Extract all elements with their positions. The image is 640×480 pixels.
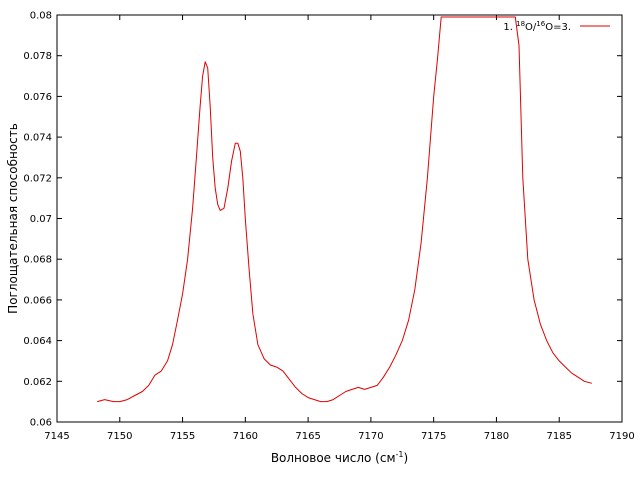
y-tick-label: 0.078 [23,51,52,62]
x-tick-label: 7145 [44,431,69,442]
plot-frame [56,14,623,423]
x-tick-label: 7180 [484,431,509,442]
y-tick-label: 0.08 [30,11,52,22]
x-tick-label: 7170 [358,431,383,442]
y-tick-label: 0.076 [23,92,52,103]
x-tick-label: 7190 [609,431,634,442]
y-tick-label: 0.072 [23,173,52,184]
y-tick-label: 0.07 [30,214,52,225]
x-tick-label: 7155 [170,431,195,442]
x-axis-ticks: 7145 7150 7155 7160 7165 7170 7175 7180 7185 7190 [44,15,635,442]
x-tick-label: 7175 [421,431,446,442]
x-tick-label: 7185 [546,431,571,442]
y-tick-label: 0.06 [30,418,52,429]
legend: 1. 18O/16O=3. [503,20,610,33]
series-layer [97,16,593,403]
x-tick-label: 7165 [295,431,320,442]
x-tick-label: 7150 [107,431,132,442]
x-axis-title: Волновое число (см-1) [271,450,408,465]
y-tick-label: 0.064 [23,336,52,347]
y-axis-ticks: 0.06 0.062 0.064 0.066 0.068 0.07 0.072 0.074 0.… [23,11,622,429]
legend-label: 1. 18O/16O=3. [503,20,571,33]
y-axis-title: Поглощательная способность [6,123,20,314]
series-line [97,16,593,403]
y-tick-label: 0.068 [23,255,52,266]
y-tick-label: 0.062 [23,377,52,388]
y-tick-label: 0.074 [23,133,52,144]
y-tick-label: 0.066 [23,295,52,306]
x-tick-label: 7160 [233,431,258,442]
